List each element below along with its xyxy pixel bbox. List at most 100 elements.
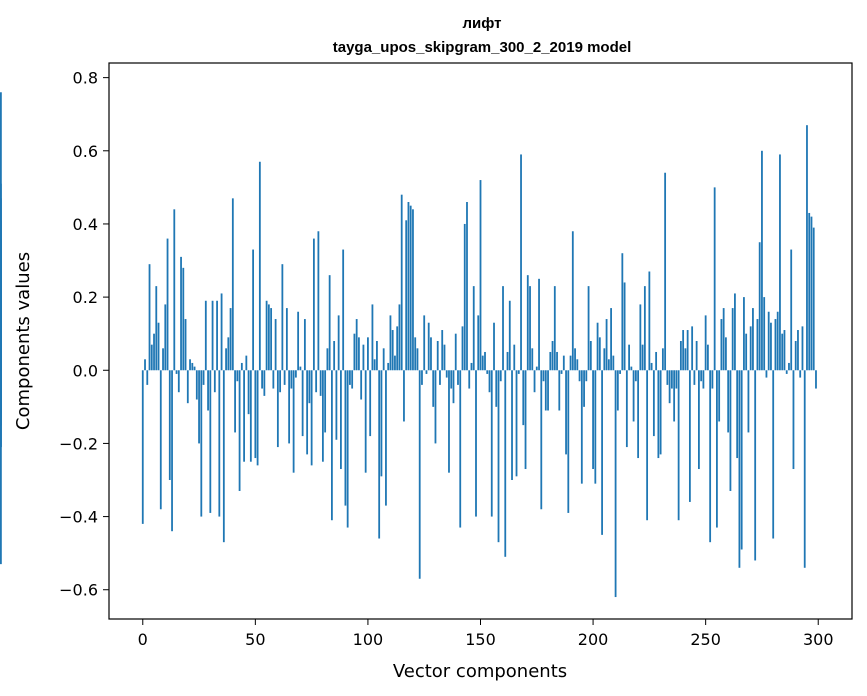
- bar-163: [508, 300, 511, 371]
- bar-279: [770, 322, 772, 371]
- bar-25: [198, 370, 200, 444]
- bar-214: [623, 282, 626, 371]
- bar-60: [276, 370, 279, 448]
- x-tick-label: 0: [138, 630, 148, 649]
- bar-298: [812, 227, 815, 371]
- bar-292: [799, 370, 802, 378]
- bar-12: [168, 370, 171, 480]
- bar-57: [270, 308, 273, 371]
- bar-56: [267, 304, 270, 371]
- y-axis: −0.6 −0.4 −0.2 0.0 0.2 0.4 0.6 0.8: [59, 69, 109, 600]
- bar-272: [754, 370, 757, 561]
- bar-217: [630, 366, 633, 371]
- bar-140: [457, 370, 459, 385]
- bar-127: [427, 322, 430, 371]
- bar-283: [779, 154, 781, 371]
- bar-148: [475, 370, 477, 517]
- bar-162: [506, 351, 509, 371]
- bar-108: [385, 370, 387, 506]
- bar-286: [785, 370, 788, 374]
- bar-139: [454, 333, 457, 371]
- bar-216: [628, 344, 630, 371]
- bar-268: [745, 333, 748, 371]
- bar-291: [797, 330, 799, 371]
- bar-222: [641, 344, 644, 371]
- bar-150: [479, 180, 482, 371]
- bar-103: [373, 359, 376, 371]
- bar-293: [801, 326, 804, 371]
- bar-259: [725, 337, 727, 371]
- bar-225: [648, 271, 651, 371]
- bar-294: [803, 370, 806, 568]
- bar-199: [589, 341, 592, 371]
- bar-2: [146, 370, 149, 385]
- bar-100: [367, 337, 369, 371]
- bar-135: [445, 370, 448, 378]
- y-tick-label: 0.4: [73, 215, 98, 234]
- x-axis: 0 50 100 150 200 250 300: [138, 619, 834, 649]
- bar-132: [439, 370, 441, 385]
- bar-257: [720, 319, 723, 371]
- bar-273: [756, 319, 759, 371]
- bar-182: [551, 341, 554, 371]
- y-tick-label: −0.4: [59, 508, 98, 527]
- bar-5: [153, 333, 155, 371]
- bar-27: [202, 370, 205, 385]
- bar-203: [598, 337, 601, 371]
- bar-10: [164, 304, 167, 371]
- bar-231: [661, 348, 664, 371]
- bar-78: [317, 231, 320, 371]
- bar-159: [499, 370, 502, 382]
- chart-subtitle: tayga_upos_skipgram_300_2_2019 model: [333, 39, 632, 56]
- bar-undefined: [0, 370, 2, 426]
- bar-154: [488, 370, 491, 393]
- bar-30: [209, 370, 212, 513]
- bar-201: [594, 370, 597, 484]
- bar-0: [141, 370, 144, 524]
- bar-116: [403, 370, 405, 422]
- bar-101: [369, 370, 372, 437]
- bar-296: [808, 212, 811, 371]
- bar-275: [761, 150, 763, 371]
- bar-120: [412, 209, 414, 371]
- bar-102: [371, 304, 374, 371]
- bar-15: [175, 370, 178, 374]
- bar-31: [211, 300, 214, 371]
- bar-245: [693, 370, 696, 385]
- bar-169: [522, 370, 525, 426]
- chart-title: лифт: [462, 15, 501, 32]
- bar-190: [569, 355, 572, 371]
- bar-197: [585, 370, 588, 382]
- bar-237: [675, 370, 678, 389]
- bar-29: [207, 370, 209, 411]
- bar-136: [448, 370, 450, 473]
- bar-282: [776, 311, 779, 371]
- bar-188: [565, 370, 567, 455]
- y-axis-label: Components values: [13, 252, 34, 430]
- bar-246: [695, 341, 698, 371]
- bar-21: [189, 359, 191, 371]
- bar-172: [529, 286, 531, 371]
- y-tick-label: 0.8: [73, 69, 98, 88]
- bar-155: [490, 370, 493, 517]
- bar-295: [806, 125, 808, 371]
- bar-228: [655, 351, 658, 371]
- bar-4: [150, 344, 153, 371]
- bar-35: [220, 293, 223, 371]
- bar-221: [639, 304, 642, 371]
- bar-239: [679, 341, 682, 371]
- bar-206: [605, 319, 608, 371]
- bar-151: [481, 355, 484, 371]
- bar-219: [634, 370, 637, 382]
- bar-80: [321, 370, 324, 462]
- bar-241: [684, 348, 687, 371]
- bar-53: [261, 370, 263, 389]
- bar-16: [177, 370, 180, 393]
- bar-266: [740, 370, 743, 550]
- bar-98: [362, 344, 365, 371]
- bar-204: [601, 370, 603, 535]
- x-tick-label: 50: [245, 630, 265, 649]
- bar-212: [619, 370, 621, 374]
- bar-55: [265, 300, 268, 371]
- bar-71: [301, 370, 304, 437]
